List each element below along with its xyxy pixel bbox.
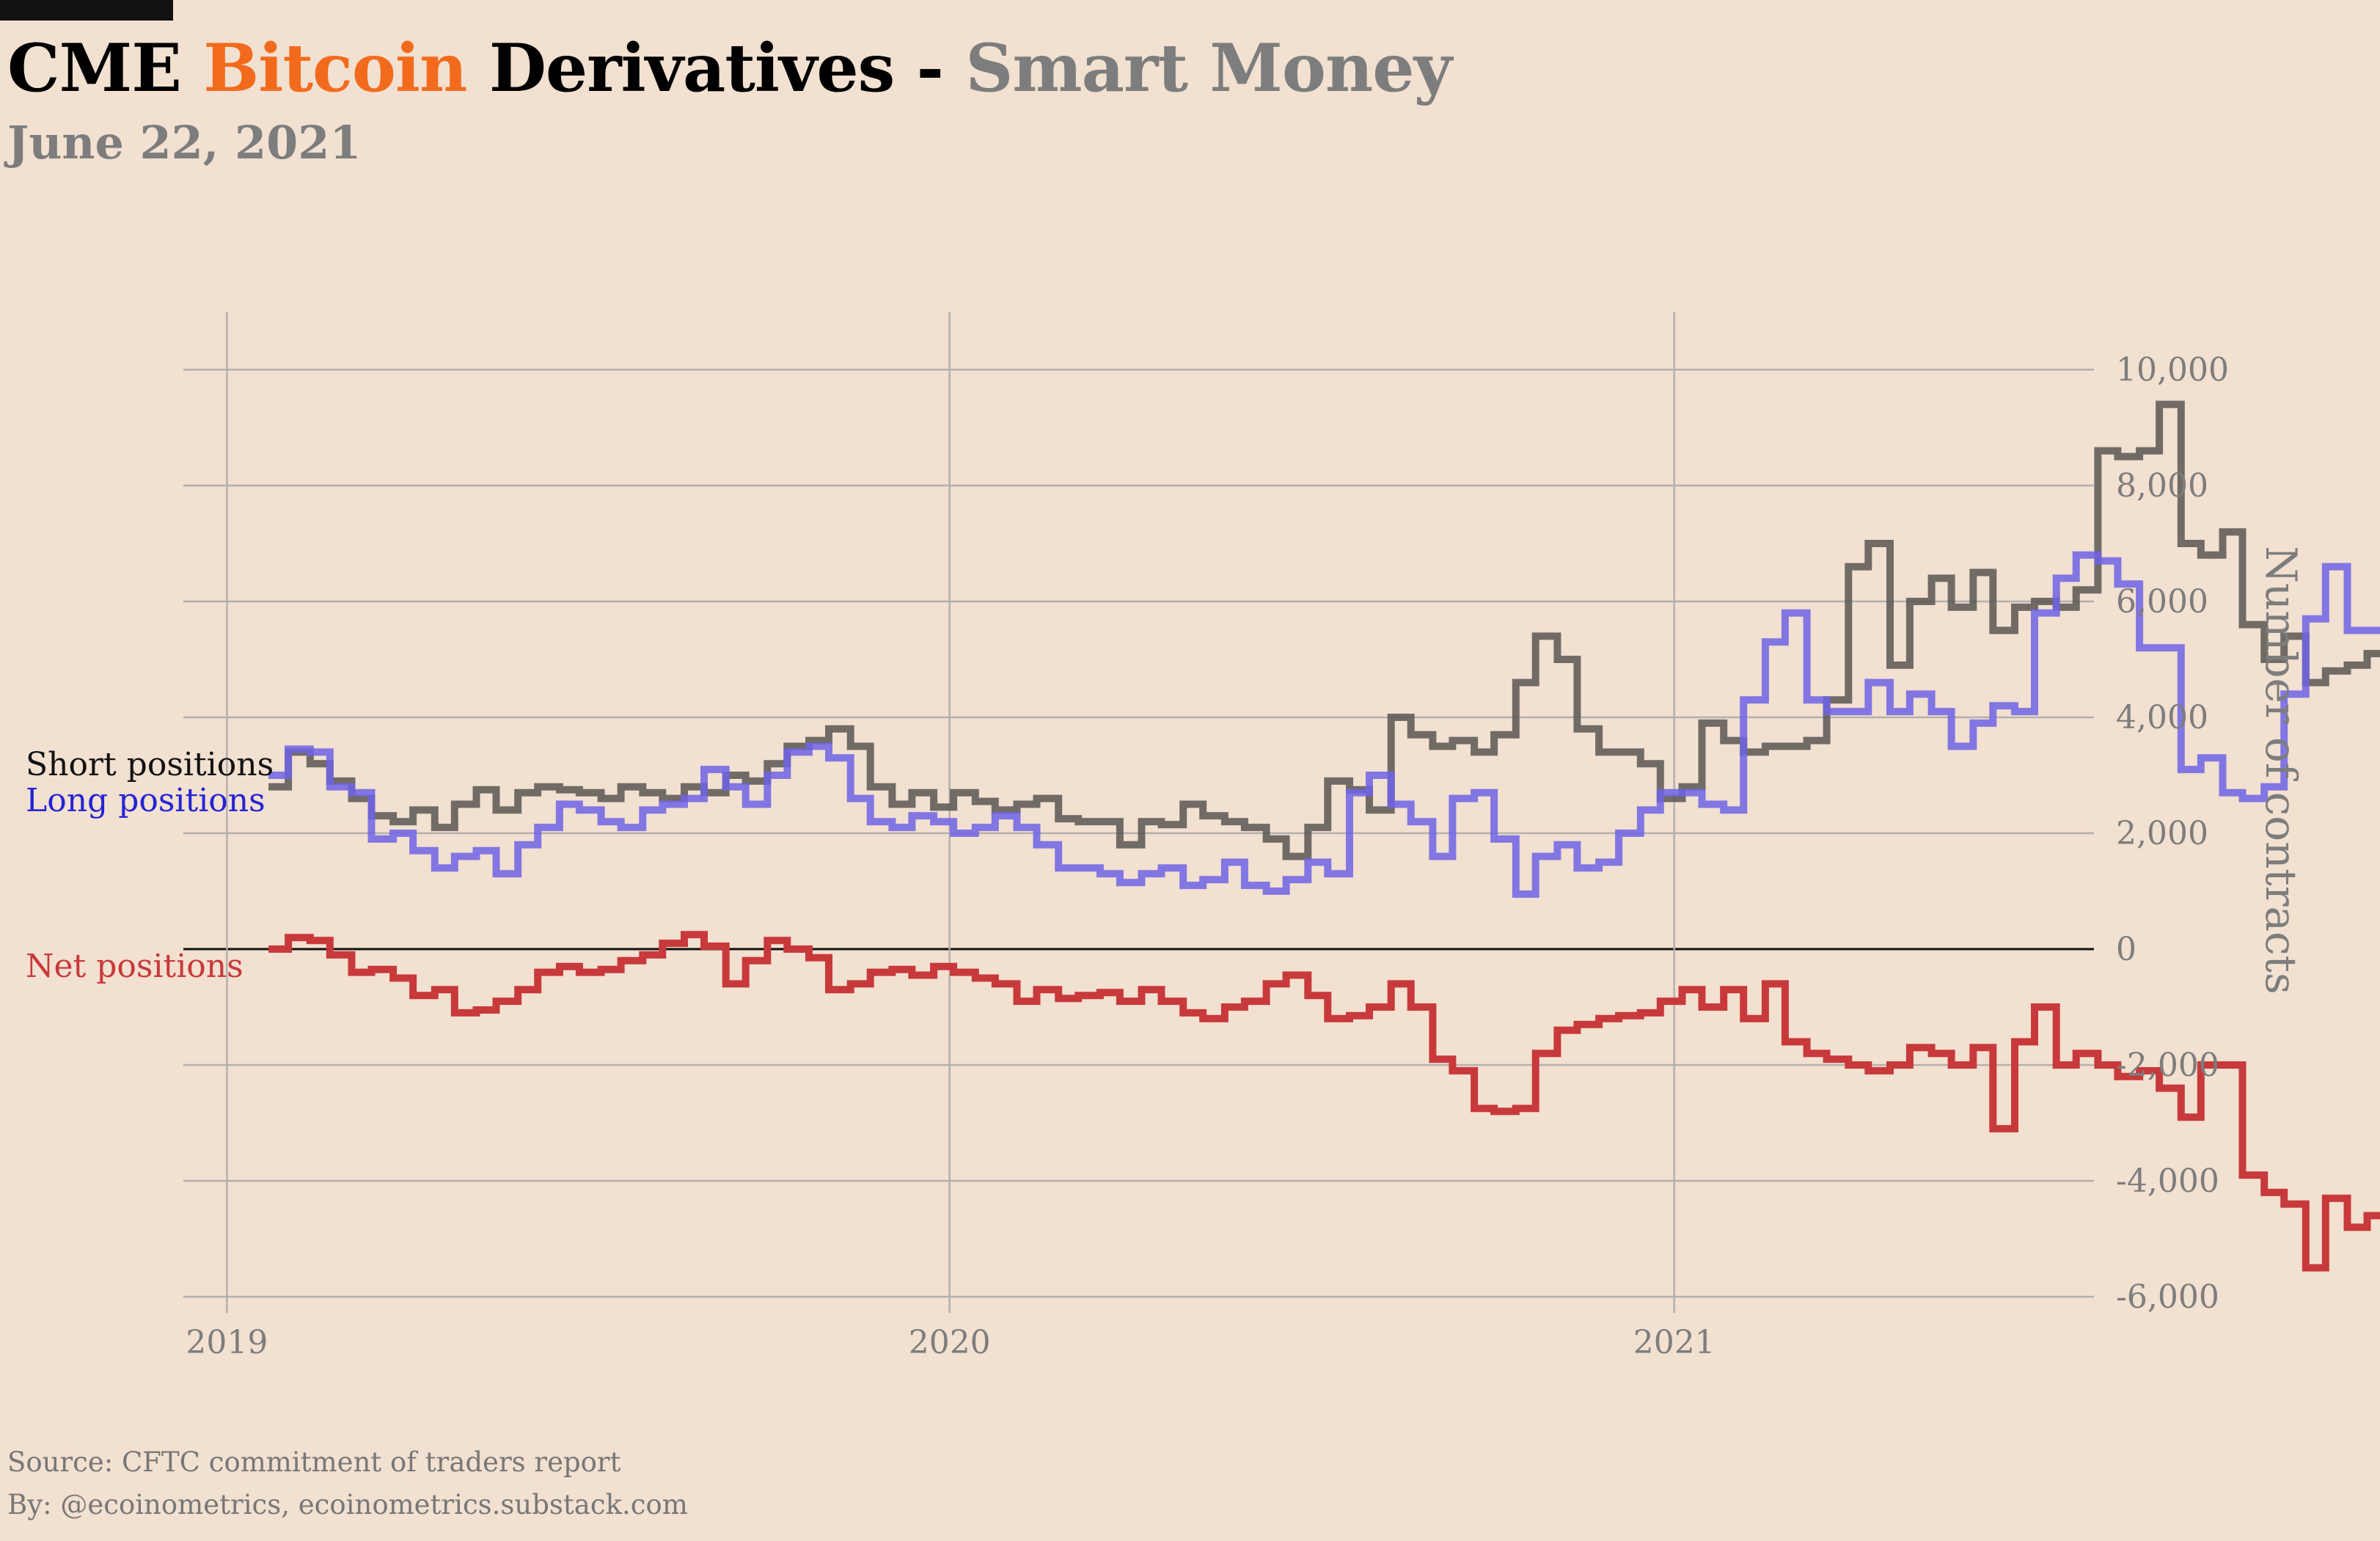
y-tick-label: 4,000: [2116, 699, 2208, 736]
top-accent-bar: [0, 0, 173, 21]
byline: By: @ecoinometrics, ecoinometrics.substa…: [7, 1489, 688, 1520]
title-part-smart-money: Smart Money: [965, 29, 1452, 107]
y-tick-label: 0: [2116, 931, 2136, 968]
title-part-bitcoin: Bitcoin: [203, 29, 467, 107]
series-lines: [268, 400, 2380, 1272]
x-tick-label: 2020: [909, 1324, 991, 1361]
short-positions-label: Short positions: [26, 746, 274, 783]
x-tick-label: 2021: [1633, 1324, 1716, 1361]
gridlines: [183, 312, 2094, 1313]
y-tick-label: 10,000: [2116, 351, 2229, 389]
net-positions-label: Net positions: [26, 948, 244, 985]
y-tick-label: -4,000: [2116, 1163, 2219, 1200]
title-part-derivatives: Derivatives -: [466, 29, 966, 107]
source-note: Source: CFTC commitment of traders repor…: [7, 1446, 621, 1478]
y-tick-label: -2,000: [2116, 1047, 2219, 1084]
chart-date: June 22, 2021: [7, 116, 362, 169]
long-positions-line: [268, 551, 2380, 898]
net-positions-line: [268, 931, 2380, 1272]
short-positions-line: [268, 400, 2380, 860]
tick-labels: 10,000 8,000 6,000 4,000 2,000 0 -2,000 -4,000 -…: [186, 351, 2229, 1361]
y-tick-label: -6,000: [2116, 1278, 2219, 1316]
title-part-cme: CME: [7, 29, 204, 107]
y-axis-title: Number of contracts: [2256, 546, 2306, 994]
x-tick-label: 2019: [186, 1324, 268, 1361]
y-tick-label: 6,000: [2116, 583, 2208, 621]
chart-title: CME Bitcoin Derivatives - Smart Money: [7, 29, 1452, 107]
y-tick-label: 8,000: [2116, 467, 2208, 505]
long-positions-label: Long positions: [26, 782, 266, 819]
y-tick-label: 2,000: [2116, 815, 2208, 852]
